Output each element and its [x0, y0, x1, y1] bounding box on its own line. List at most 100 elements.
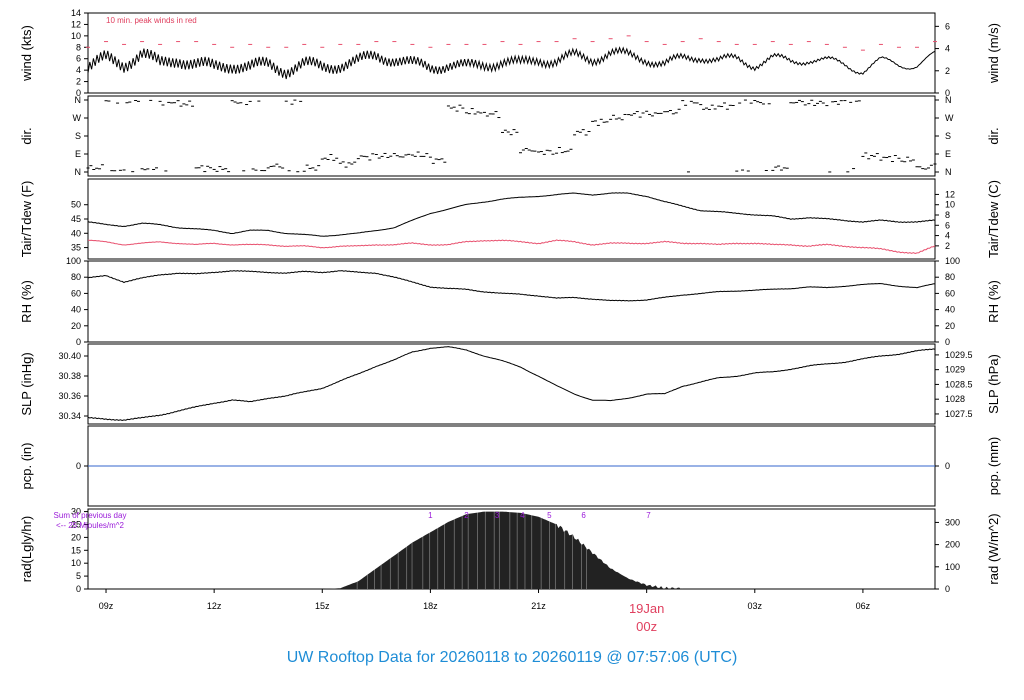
rad-left-tick-label: 5 [76, 571, 81, 581]
rh-right-tick-label: 100 [945, 256, 960, 266]
slp-left-tick-label: 30.38 [58, 371, 81, 381]
slp-ylabel-right: SLP (hPa) [986, 354, 1001, 414]
sun-hour-mark: 7 [646, 511, 651, 520]
slp-left-tick-label: 30.36 [58, 391, 81, 401]
slp-right-tick-label: 1028.5 [945, 379, 973, 389]
rh-ylabel: RH (%) [19, 280, 34, 323]
rh-right-tick-label: 60 [945, 288, 955, 298]
x-tick-label: 09z [99, 601, 114, 611]
rh-left-tick-label: 100 [66, 256, 81, 266]
x-tick-label: 15z [315, 601, 330, 611]
rad-right-tick-label: 200 [945, 540, 960, 550]
wind-left-tick-label: 4 [76, 65, 81, 75]
temp-left-tick-label: 40 [71, 228, 81, 238]
dir-right-tick-label: N [945, 95, 952, 105]
rh-panel-frame [87, 260, 936, 343]
wind-speed-line [87, 46, 936, 80]
direction-panel-frame [87, 95, 936, 177]
sun-hour-mark: 6 [581, 511, 586, 520]
rad-left-tick-label: 10 [71, 558, 81, 568]
x-axis: 09z 12z 15z 18z 21z 19Jan 00z 03z 06z [99, 589, 871, 634]
slp-panel-frame [87, 343, 936, 425]
rh-left-tick-label: 20 [71, 321, 81, 331]
rh-left-tick-label: 40 [71, 305, 81, 315]
sun-hour-mark: 3 [495, 511, 500, 520]
wind-ylabel-right: wind (m/s) [986, 23, 1001, 84]
wind-left-tick-label: 14 [71, 8, 81, 18]
wind-right-tick-label: 0 [945, 88, 950, 98]
dir-right-tick-label: S [945, 131, 951, 141]
temp-right-tick-label: 10 [945, 200, 955, 210]
slp-left-tick-label: 30.34 [58, 411, 81, 421]
slp-ylabel: SLP (inHg) [19, 352, 34, 415]
x-tick-label: 18z [423, 601, 438, 611]
temp-panel-frame [87, 178, 936, 260]
date-hour-label: 00z [636, 619, 657, 634]
slp-right-tick-label: 1029.5 [945, 350, 973, 360]
rh-left-tick-label: 60 [71, 288, 81, 298]
radiation-area [322, 511, 683, 589]
dir-left-tick-label: S [75, 131, 81, 141]
rad-ylabel: rad(Lgly/hr) [19, 516, 34, 582]
wind-left-tick-label: 10 [71, 31, 81, 41]
rh-right-tick-label: 0 [945, 337, 950, 347]
wind-left-tick-label: 8 [76, 42, 81, 52]
rad-left-tick-label: 20 [71, 532, 81, 542]
temp-right-tick-label: 6 [945, 220, 950, 230]
rh-ylabel-right: RH (%) [986, 280, 1001, 323]
slp-left-tick-label: 30.40 [58, 351, 81, 361]
wind-ylabel: wind (kts) [19, 25, 34, 82]
rad-right-tick-label: 300 [945, 517, 960, 527]
slp-right-tick-label: 1027.5 [945, 409, 973, 419]
peak-wind-annotation: 10 min. peak winds in red [106, 16, 197, 25]
temp-ylabel: Tair/Tdew (F) [19, 181, 34, 258]
wind-right-tick-label: 4 [945, 44, 950, 54]
rad-right-tick-label: 0 [945, 584, 950, 594]
page-title: UW Rooftop Data for 20260118 to 20260119… [286, 649, 738, 666]
wind-left-tick-label: 2 [76, 77, 81, 87]
dir-left-tick-label: N [75, 95, 82, 105]
rad-left-tick-label: 30 [71, 507, 81, 517]
rad-ylabel-right: rad (W/m^2) [986, 513, 1001, 584]
x-tick-label: 21z [531, 601, 546, 611]
sun-hour-mark: 1 [428, 511, 433, 520]
slp-right-tick-label: 1028 [945, 394, 965, 404]
dir-left-tick-label: N [75, 167, 82, 177]
rh-right-tick-label: 40 [945, 305, 955, 315]
dir-left-tick-label: E [75, 149, 81, 159]
temp-left-tick-label: 50 [71, 200, 81, 210]
slp-right-tick-label: 1029 [945, 365, 965, 375]
x-tick-label: 12z [207, 601, 222, 611]
wind-left-tick-label: 6 [76, 54, 81, 64]
wind-panel-frame [87, 12, 936, 94]
rh-left-tick-label: 80 [71, 272, 81, 282]
dir-ylabel: dir. [19, 127, 34, 144]
wind-left-tick-label: 0 [76, 88, 81, 98]
temp-right-tick-label: 12 [945, 189, 955, 199]
temp-right-tick-label: 4 [945, 231, 950, 241]
wind-right-tick-label: 2 [945, 66, 950, 76]
dir-right-tick-label: N [945, 167, 952, 177]
dewpoint-line [87, 239, 936, 255]
rh-line [87, 270, 936, 302]
dir-left-tick-label: W [73, 113, 82, 123]
dir-right-tick-label: W [945, 113, 954, 123]
air-temp-line [87, 192, 936, 237]
temp-ylabel-right: Tair/Tdew (C) [986, 180, 1001, 258]
slp-line [87, 346, 936, 422]
x-tick-label: 03z [748, 601, 763, 611]
rh-left-tick-label: 0 [76, 337, 81, 347]
date-label: 19Jan [629, 601, 664, 616]
rad-right-tick-label: 100 [945, 562, 960, 572]
wind-right-tick-label: 6 [945, 21, 950, 31]
pcp-right-tick-label: 0 [945, 461, 950, 471]
rad-sum-annotation: <-- 25 Mjoules/m^2 [56, 521, 125, 530]
dir-ylabel-right: dir. [986, 127, 1001, 144]
temp-left-tick-label: 35 [71, 243, 81, 253]
x-tick-label: 06z [856, 601, 871, 611]
sun-hour-mark: 5 [547, 511, 552, 520]
sun-hour-mark: 4 [520, 511, 525, 520]
pcp-ylabel-right: pcp. (mm) [986, 437, 1001, 496]
